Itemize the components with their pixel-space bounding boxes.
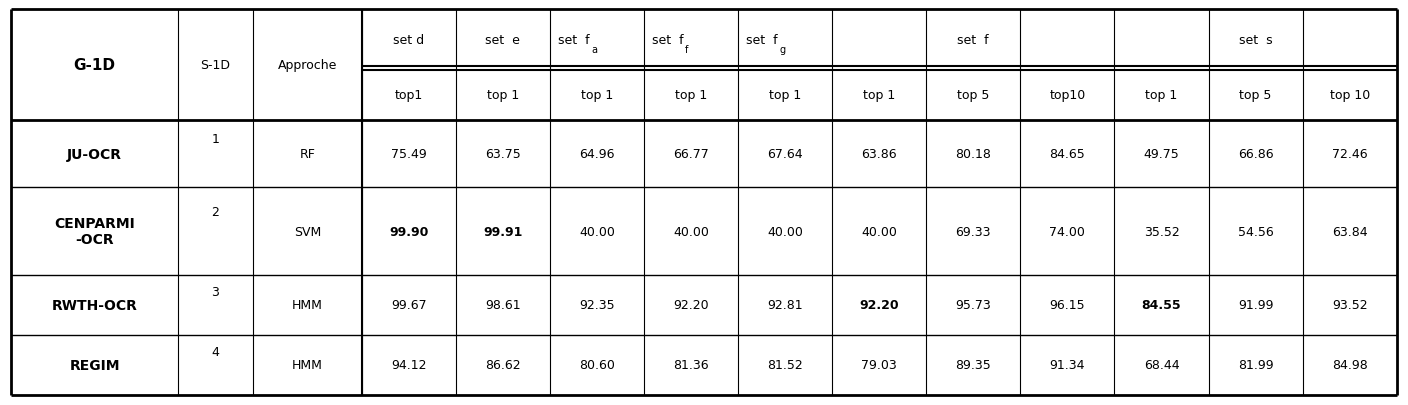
Text: 63.84: 63.84: [1332, 225, 1367, 238]
Text: 81.52: 81.52: [767, 358, 803, 371]
Text: G-1D: G-1D: [73, 58, 115, 73]
Text: 79.03: 79.03: [862, 358, 897, 371]
Text: 40.00: 40.00: [862, 225, 897, 238]
Text: 91.34: 91.34: [1049, 358, 1086, 371]
Text: 64.96: 64.96: [579, 148, 615, 161]
Text: set d: set d: [393, 34, 424, 47]
Text: top10: top10: [1049, 89, 1086, 102]
Text: 99.67: 99.67: [391, 298, 427, 311]
Text: 81.99: 81.99: [1238, 358, 1273, 371]
Text: top 1: top 1: [674, 89, 707, 102]
Text: a: a: [591, 45, 597, 55]
Text: CENPARMI
-OCR: CENPARMI -OCR: [54, 217, 135, 247]
Text: top 1: top 1: [487, 89, 520, 102]
Text: JU-OCR: JU-OCR: [68, 147, 122, 161]
Text: set  s: set s: [1239, 34, 1273, 47]
Text: top1: top1: [394, 89, 422, 102]
Text: set  e: set e: [486, 34, 520, 47]
Text: g: g: [780, 45, 786, 55]
Text: 66.86: 66.86: [1238, 148, 1273, 161]
Text: 69.33: 69.33: [956, 225, 991, 238]
Text: 2: 2: [211, 206, 220, 219]
Text: top 1: top 1: [580, 89, 612, 102]
Text: S-1D: S-1D: [200, 59, 231, 72]
Text: 66.77: 66.77: [673, 148, 708, 161]
Text: 75.49: 75.49: [391, 148, 427, 161]
Text: set  f: set f: [558, 34, 590, 47]
Text: 3: 3: [211, 286, 220, 298]
Text: 84.98: 84.98: [1332, 358, 1367, 371]
Text: set  f: set f: [957, 34, 988, 47]
Text: RF: RF: [300, 148, 315, 161]
Text: 93.52: 93.52: [1332, 298, 1367, 311]
Text: HMM: HMM: [291, 298, 322, 311]
Text: 92.20: 92.20: [859, 298, 898, 311]
Text: 68.44: 68.44: [1143, 358, 1180, 371]
Text: 40.00: 40.00: [579, 225, 615, 238]
Text: SVM: SVM: [294, 225, 321, 238]
Text: 63.86: 63.86: [862, 148, 897, 161]
Text: top 5: top 5: [1239, 89, 1271, 102]
Text: 95.73: 95.73: [956, 298, 991, 311]
Text: 67.64: 67.64: [767, 148, 803, 161]
Text: HMM: HMM: [291, 358, 322, 371]
Text: 40.00: 40.00: [767, 225, 803, 238]
Text: 1: 1: [211, 133, 220, 146]
Text: REGIM: REGIM: [69, 358, 120, 372]
Text: top 10: top 10: [1329, 89, 1370, 102]
Text: top 1: top 1: [863, 89, 895, 102]
Text: 63.75: 63.75: [484, 148, 521, 161]
Text: set  f: set f: [746, 34, 779, 47]
Text: f: f: [686, 45, 689, 55]
Text: 49.75: 49.75: [1143, 148, 1180, 161]
Text: 74.00: 74.00: [1049, 225, 1086, 238]
Text: 92.35: 92.35: [579, 298, 615, 311]
Text: 99.90: 99.90: [389, 225, 428, 238]
Text: 84.65: 84.65: [1049, 148, 1086, 161]
Text: set  f: set f: [652, 34, 684, 47]
Text: 96.15: 96.15: [1049, 298, 1086, 311]
Text: top 5: top 5: [957, 89, 990, 102]
Text: top 1: top 1: [1145, 89, 1177, 102]
Text: 40.00: 40.00: [673, 225, 708, 238]
Text: 92.20: 92.20: [673, 298, 708, 311]
Text: 81.36: 81.36: [673, 358, 708, 371]
Text: 54.56: 54.56: [1238, 225, 1273, 238]
Text: 98.61: 98.61: [484, 298, 521, 311]
Text: 84.55: 84.55: [1142, 298, 1181, 311]
Text: 80.18: 80.18: [956, 148, 991, 161]
Text: 86.62: 86.62: [484, 358, 521, 371]
Text: 89.35: 89.35: [956, 358, 991, 371]
Text: top 1: top 1: [769, 89, 801, 102]
Text: 72.46: 72.46: [1332, 148, 1367, 161]
Text: 4: 4: [211, 345, 220, 358]
Text: 94.12: 94.12: [391, 358, 427, 371]
Text: RWTH-OCR: RWTH-OCR: [52, 298, 138, 312]
Text: 35.52: 35.52: [1143, 225, 1180, 238]
Text: 92.81: 92.81: [767, 298, 803, 311]
Text: 99.91: 99.91: [483, 225, 522, 238]
Text: Approche: Approche: [277, 59, 337, 72]
Text: 91.99: 91.99: [1238, 298, 1273, 311]
Text: 80.60: 80.60: [579, 358, 615, 371]
